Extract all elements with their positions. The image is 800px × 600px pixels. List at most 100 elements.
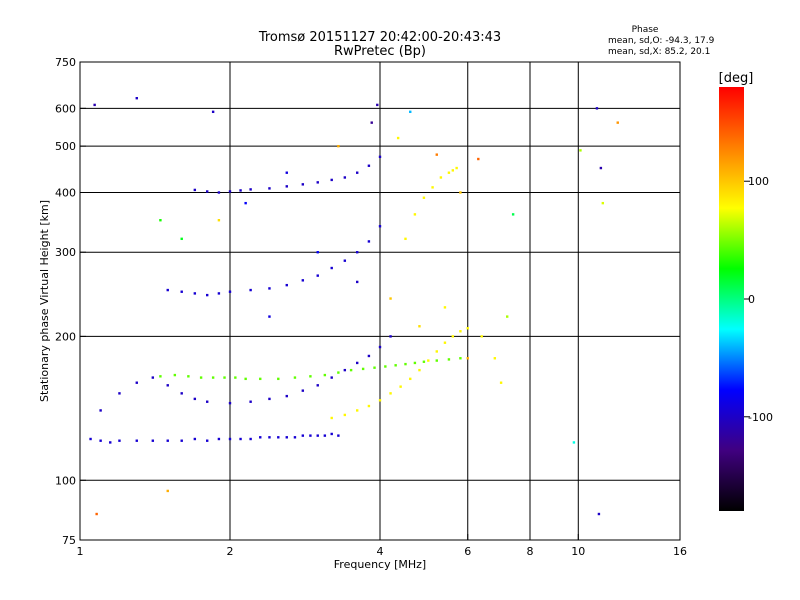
phase-info-x: mean, sd,X: 85.2, 20.1 (608, 47, 710, 57)
data-point (355, 280, 359, 284)
data-point (349, 368, 353, 372)
data-point (268, 187, 271, 190)
data-point (493, 357, 497, 360)
data-point (378, 345, 382, 349)
data-point (459, 330, 462, 333)
data-point (355, 361, 359, 365)
x-tick-label: 8 (527, 545, 534, 558)
data-point (435, 153, 438, 156)
data-point (595, 107, 599, 110)
data-point (413, 213, 417, 216)
data-point (259, 436, 262, 439)
axis-ticks: 1 2 4 6 8 10 16 75 100 200 300 400 500 600 750 (55, 56, 687, 558)
data-point (451, 335, 455, 338)
data-point (337, 371, 340, 374)
data-point (285, 283, 288, 287)
data-point (193, 292, 197, 295)
data-point (579, 149, 582, 152)
y-tick-label: 400 (55, 186, 76, 199)
data-point (480, 335, 483, 338)
data-point (601, 201, 605, 205)
data-point (217, 191, 221, 194)
data-point (330, 376, 333, 379)
data-point (435, 359, 438, 362)
data-point (337, 434, 340, 437)
data-point (459, 357, 462, 360)
data-point (413, 361, 417, 365)
data-point (249, 400, 252, 403)
data-point (301, 279, 305, 282)
data-point (316, 384, 319, 387)
data-point (361, 367, 365, 371)
x-tick-label: 16 (673, 545, 687, 558)
data-point (166, 288, 169, 292)
data-point (228, 437, 232, 441)
x-tick-label: 10 (571, 545, 585, 558)
data-point (355, 171, 359, 174)
data-point (180, 439, 183, 442)
data-point (355, 251, 359, 254)
data-point (355, 409, 359, 412)
data-point (330, 432, 333, 436)
colorbar-ticks: 100 0 -100 (744, 175, 773, 424)
data-point (389, 297, 392, 300)
data-point (455, 166, 458, 170)
data-point (323, 373, 327, 377)
data-point (277, 377, 280, 381)
data-point (211, 376, 215, 379)
data-point (422, 196, 426, 199)
data-point (285, 185, 288, 188)
data-point (422, 360, 426, 363)
data-point (477, 157, 480, 161)
data-point (376, 103, 379, 107)
phase-info-o: mean, sd,O: -94.3, 17.9 (608, 36, 715, 46)
data-point (211, 110, 215, 114)
data-point (316, 251, 319, 254)
data-point (409, 110, 412, 114)
x-axis-label: Frequency [MHz] (334, 558, 426, 571)
data-point (239, 189, 242, 192)
data-points (89, 96, 619, 516)
data-point (99, 439, 102, 442)
data-point (443, 341, 447, 344)
colorbar-tick-label: 0 (748, 293, 755, 306)
data-point (268, 315, 271, 318)
data-point (109, 441, 112, 444)
data-point (259, 377, 262, 381)
phase-info-title: Phase (632, 25, 659, 35)
colorbar-tick-label: 100 (748, 175, 769, 188)
data-point (316, 434, 319, 437)
data-point (343, 368, 347, 372)
y-axis-label: Stationary phase Virtual Height [km] (38, 200, 51, 402)
data-point (89, 437, 92, 441)
data-point (199, 376, 203, 379)
data-point (135, 96, 138, 100)
data-point (466, 357, 469, 360)
data-point (166, 439, 169, 442)
data-point (309, 375, 312, 378)
colorbar-label: [deg] (719, 71, 754, 86)
data-point (447, 358, 451, 361)
data-point (427, 359, 430, 362)
y-tick-label: 75 (62, 534, 76, 547)
data-point (249, 288, 252, 292)
data-point (499, 381, 503, 384)
data-point (228, 401, 232, 405)
data-point (431, 186, 434, 189)
data-point (466, 327, 469, 330)
data-point (343, 413, 347, 417)
data-point (330, 416, 333, 420)
data-point (396, 136, 400, 140)
data-point (205, 400, 209, 403)
data-point (93, 103, 96, 107)
data-point (268, 397, 271, 401)
data-point (234, 376, 237, 379)
chart-title: Tromsø 20151127 20:42:00-20:43:43 (258, 30, 501, 45)
data-point (193, 397, 197, 401)
data-point (205, 439, 209, 442)
data-point (384, 365, 387, 368)
data-point (404, 362, 407, 366)
data-point (223, 376, 226, 379)
